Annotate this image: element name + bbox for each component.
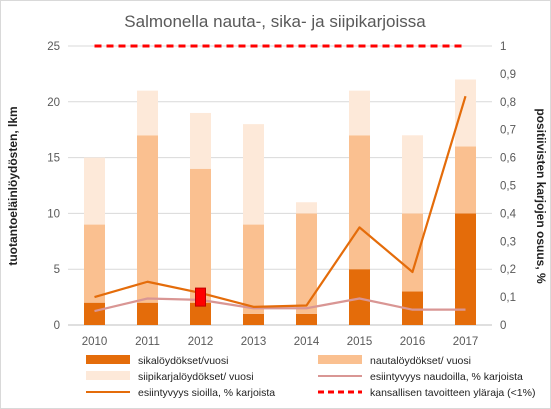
bar-segment [190, 168, 211, 303]
bar-segment [243, 224, 264, 314]
legend-label: nautalöydökset/ vuosi [370, 355, 471, 367]
bar-segment [349, 90, 370, 136]
gridlines [68, 45, 492, 326]
series-line [94, 95, 467, 308]
y2-tick-label: 0,8 [500, 97, 516, 109]
y-tick-label: 5 [54, 264, 60, 276]
bar-segment [243, 313, 264, 325]
bar-segment [349, 269, 370, 325]
y2-tick-label: 0,6 [500, 153, 516, 165]
y2-tick-label: 0,9 [500, 69, 516, 81]
y-tick-label: 25 [47, 41, 60, 53]
bar-segment [402, 213, 423, 292]
legend-swatch [86, 355, 130, 364]
y2-axis-title: positiivisten karjojen osuus, % [534, 108, 548, 284]
bar-segment [455, 146, 476, 214]
y-axis-ticks: 0 5 10 15 20 25 [47, 41, 60, 332]
bar-segment [137, 90, 158, 136]
legend-label: sikalöydökset/vuosi [138, 355, 228, 367]
x-tick-label: 2012 [188, 336, 214, 348]
bar-segment [402, 135, 423, 214]
x-tick-label: 2011 [135, 336, 160, 348]
bar-segment [455, 213, 476, 325]
x-axis-ticks: 2010 2011 2012 2013 2014 2015 2016 2017 [82, 336, 479, 348]
bar-segment [402, 291, 423, 325]
x-tick-label: 2013 [241, 336, 267, 348]
x-tick-label: 2017 [453, 336, 479, 348]
y2-tick-label: 0,2 [500, 264, 516, 276]
x-tick-label: 2010 [82, 336, 108, 348]
bar-segment [296, 213, 317, 314]
bar-segment [243, 124, 264, 225]
legend: sikalöydökset/vuosi nautalöydökset/ vuosi… [86, 355, 535, 399]
legend-label: kansallisen tavoitteen yläraja (<1%) [370, 387, 535, 399]
y2-tick-label: 1 [500, 41, 506, 53]
legend-label: esiintyvyys naudoilla, % karjoista [370, 371, 523, 383]
lines [94, 44, 467, 313]
legend-label: esiintyvyys sioilla, % karjoista [138, 387, 275, 399]
x-tick-label: 2014 [294, 336, 320, 348]
bar-segment [137, 135, 158, 303]
y-tick-label: 15 [47, 153, 60, 165]
bar-segment [455, 79, 476, 147]
bar-segment [84, 157, 105, 225]
bar-segment [296, 202, 317, 214]
y2-axis-ticks: 0 0,1 0,2 0,3 0,4 0,5 0,6 0,7 0,8 0,9 1 [500, 41, 517, 332]
bar-segment [349, 135, 370, 270]
y2-tick-label: 0,7 [500, 125, 516, 137]
y2-tick-label: 0,4 [500, 208, 517, 220]
y-axis-title: tuotantoeläinlöydösten, lkm [6, 106, 20, 265]
bars [84, 79, 476, 325]
y-tick-label: 0 [54, 320, 60, 332]
y2-tick-label: 0 [500, 320, 506, 332]
bar-segment [190, 302, 211, 325]
highlight-marker [195, 287, 206, 307]
y2-tick-label: 0,3 [500, 236, 516, 248]
bar-segment [296, 313, 317, 325]
bar-segment [190, 112, 211, 169]
x-tick-label: 2015 [347, 336, 373, 348]
legend-swatch [86, 371, 130, 380]
bar-segment [84, 302, 105, 325]
y2-tick-label: 0,5 [500, 181, 516, 193]
bar-segment [137, 302, 158, 325]
series-line [94, 297, 466, 313]
chart-title: Salmonella nauta-, sika- ja siipikarjois… [124, 12, 426, 31]
x-tick-label: 2016 [400, 336, 426, 348]
legend-label: siipikarjalöydökset/ vuosi [138, 371, 254, 383]
y2-tick-label: 0,1 [500, 292, 516, 304]
y-tick-label: 20 [47, 97, 60, 109]
bar-segment [84, 224, 105, 303]
y-tick-label: 10 [47, 208, 60, 220]
legend-swatch [318, 355, 362, 364]
